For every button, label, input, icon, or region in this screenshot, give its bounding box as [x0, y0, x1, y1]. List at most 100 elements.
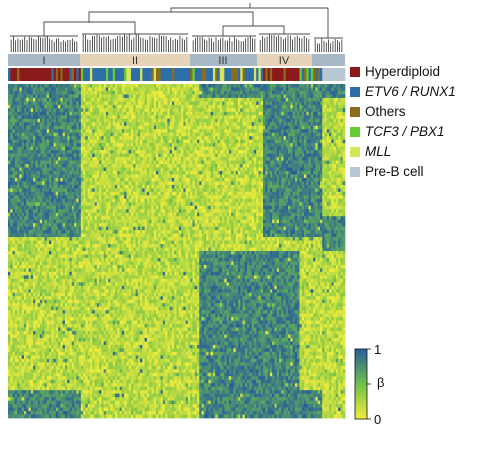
- heatmap-cell: [318, 133, 321, 137]
- heatmap-cell: [81, 164, 84, 168]
- heatmap-cell: [106, 192, 109, 196]
- heatmap-cell: [17, 98, 20, 102]
- heatmap-cell: [149, 143, 152, 147]
- heatmap-cell: [265, 129, 268, 133]
- heatmap-cell: [120, 164, 123, 168]
- heatmap-cell: [10, 84, 13, 88]
- heatmap-cell: [129, 161, 132, 165]
- heatmap-cell: [138, 143, 141, 147]
- heatmap-cell: [343, 101, 346, 105]
- heatmap-cell: [295, 87, 298, 91]
- heatmap-cell: [24, 98, 27, 102]
- heatmap-cell: [261, 140, 264, 144]
- heatmap-cell: [265, 154, 268, 158]
- heatmap-cell: [44, 178, 47, 182]
- heatmap-cell: [334, 115, 337, 119]
- heatmap-cell: [138, 133, 141, 137]
- heatmap-cell: [192, 185, 195, 189]
- heatmap-cell: [256, 185, 259, 189]
- heatmap-cell: [268, 161, 271, 165]
- heatmap-cell: [33, 192, 36, 196]
- heatmap-cell: [44, 161, 47, 165]
- heatmap-cell: [167, 164, 170, 168]
- heatmap-cell: [26, 115, 29, 119]
- heatmap-cell: [58, 98, 61, 102]
- heatmap-cell: [297, 94, 300, 98]
- heatmap-cell: [131, 157, 134, 161]
- heatmap-cell: [97, 147, 100, 151]
- heatmap-cell: [95, 143, 98, 147]
- heatmap-cell: [224, 126, 227, 130]
- heatmap-cell: [256, 112, 259, 116]
- heatmap-cell: [124, 98, 127, 102]
- heatmap-cell: [92, 136, 95, 140]
- heatmap-cell: [233, 181, 236, 185]
- heatmap-cell: [199, 115, 202, 119]
- heatmap-cell: [190, 185, 193, 189]
- heatmap-cell: [272, 108, 275, 112]
- heatmap-cell: [331, 94, 334, 98]
- heatmap-cell: [211, 161, 214, 165]
- heatmap-cell: [42, 164, 45, 168]
- heatmap-cell: [79, 115, 82, 119]
- heatmap-cell: [131, 168, 134, 172]
- heatmap-cell: [28, 94, 31, 98]
- heatmap-cell: [13, 150, 16, 154]
- heatmap-cell: [101, 143, 104, 147]
- heatmap-cell: [97, 178, 100, 182]
- heatmap-cell: [106, 108, 109, 112]
- heatmap-cell: [149, 140, 152, 144]
- heatmap-cell: [147, 161, 150, 165]
- heatmap-cell: [108, 185, 111, 189]
- heatmap-cell: [163, 87, 166, 91]
- heatmap-cell: [110, 122, 113, 126]
- heatmap-cell: [19, 136, 22, 140]
- heatmap-cell: [35, 105, 38, 109]
- heatmap-cell: [233, 154, 236, 158]
- heatmap-cell: [245, 154, 248, 158]
- annotation-cell: [322, 68, 325, 81]
- heatmap-cell: [145, 122, 148, 126]
- heatmap-cell: [274, 119, 277, 123]
- heatmap-cell: [279, 101, 282, 105]
- heatmap-cell: [33, 140, 36, 144]
- heatmap-cell: [240, 129, 243, 133]
- heatmap-cell: [270, 154, 273, 158]
- heatmap-cell: [72, 87, 75, 91]
- heatmap-cell: [122, 161, 125, 165]
- heatmap-cell: [331, 140, 334, 144]
- heatmap-cell: [165, 174, 168, 178]
- heatmap-cell: [124, 133, 127, 137]
- heatmap-cell: [38, 101, 41, 105]
- heatmap-cell: [343, 98, 346, 102]
- annotation-cell: [133, 68, 136, 81]
- heatmap-cell: [284, 112, 287, 116]
- heatmap-cell: [88, 122, 91, 126]
- cluster-label: III: [218, 55, 227, 67]
- heatmap-cell: [279, 136, 282, 140]
- heatmap-cell: [288, 157, 291, 161]
- heatmap-cell: [95, 101, 98, 105]
- heatmap-cell: [92, 105, 95, 109]
- heatmap-cell: [288, 112, 291, 116]
- heatmap-cell: [338, 143, 341, 147]
- heatmap-cell: [117, 150, 120, 154]
- heatmap-cell: [28, 115, 31, 119]
- heatmap-cell: [151, 192, 154, 196]
- heatmap-cell: [304, 140, 307, 144]
- heatmap-cell: [131, 133, 134, 137]
- heatmap-cell: [186, 122, 189, 126]
- heatmap-cell: [136, 129, 139, 133]
- heatmap-cell: [74, 171, 77, 175]
- heatmap-cell: [254, 174, 257, 178]
- heatmap-cell: [17, 112, 20, 116]
- heatmap-cell: [325, 108, 328, 112]
- heatmap-cell: [295, 94, 298, 98]
- heatmap-cell: [56, 147, 59, 151]
- heatmap-cell: [206, 192, 209, 196]
- heatmap-cell: [325, 140, 328, 144]
- heatmap-cell: [83, 181, 86, 185]
- heatmap-cell: [252, 101, 255, 105]
- heatmap-cell: [188, 112, 191, 116]
- heatmap-cell: [44, 192, 47, 196]
